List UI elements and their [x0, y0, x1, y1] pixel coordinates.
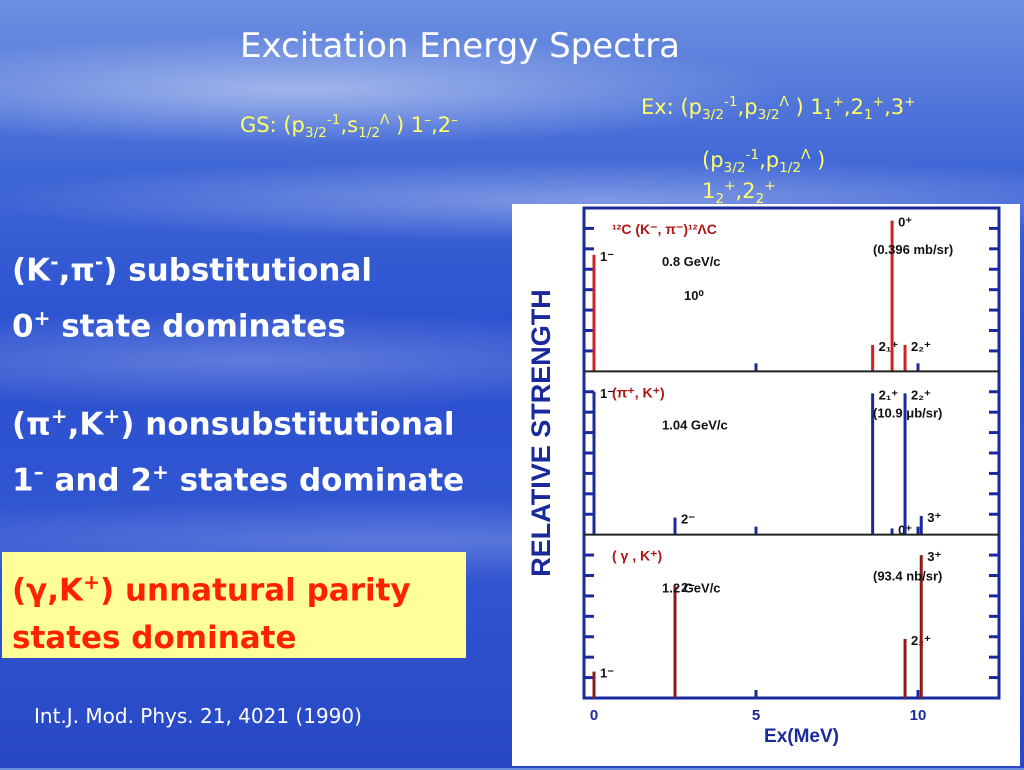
chart-frame [582, 206, 1001, 700]
state-label: 2₂⁺ [911, 339, 931, 354]
x-tick-label: 5 [752, 707, 760, 724]
kpi-substitutional-text: (K-,π-) substitutional 0+ state dominate… [12, 250, 373, 345]
beam-momentum-label: 1.2 GeV/c [662, 581, 721, 596]
chart-svg: 1⁻ 2₁⁺ 0⁺ 2₂⁺ ¹²C (K⁻, π⁻)¹²ΛC 0.8 GeV/c (0.39… [526, 206, 1001, 747]
state-label: 1⁻ [600, 666, 614, 681]
x-tick-label: 0 [590, 707, 598, 724]
state-label: 2₁⁺ [879, 387, 899, 402]
ex-configuration-line1: Ex: (p3/2-1,p3/2Λ ) 11+,21+,3+ [641, 94, 916, 124]
state-label: 3⁺ [927, 510, 941, 525]
x-tick-label: 10 [910, 707, 927, 724]
state-label: 0⁺ [898, 215, 912, 230]
panel-extra-label: 10⁰ [684, 288, 704, 303]
cross-section-scale-label: (0.396 mb/sr) [873, 242, 953, 257]
x-axis-label: Ex(MeV) [764, 726, 839, 747]
gamma-k-unnatural-parity-box: (γ,K+) unnatural parity states dominate [2, 552, 466, 658]
reaction-label: ( γ , K⁺) [612, 548, 662, 564]
state-label: 2⁻ [681, 580, 695, 595]
reaction-label: (π⁺, K⁺) [612, 384, 665, 400]
reference-citation: Int.J. Mod. Phys. 21, 4021 (1990) [34, 704, 362, 728]
ex-configuration-line2: (p3/2-1,p1/2Λ ) [702, 147, 826, 177]
gs-configuration: GS: (p3/2-1,s1/2Λ ) 1–,2– [240, 112, 458, 142]
pik-nonsubstitutional-text: (π+,K+) nonsubstitutional 1– and 2+ stat… [12, 404, 465, 499]
reaction-label: ¹²C (K⁻, π⁻)¹²ΛC [612, 221, 717, 237]
excitation-spectra-chart: 1⁻ 2₁⁺ 0⁺ 2₂⁺ ¹²C (K⁻, π⁻)¹²ΛC 0.8 GeV/c (0.39… [512, 204, 1020, 766]
cross-section-scale-label: (93.4 nb/sr) [873, 569, 942, 584]
beam-momentum-label: 1.04 GeV/c [662, 417, 728, 432]
ex-configuration-line3: 12+,22+ [702, 178, 776, 208]
state-label: 1⁻ [600, 386, 614, 401]
state-label: 2₂⁺ [911, 387, 931, 402]
state-label: 3⁺ [927, 549, 941, 564]
y-axis-label: RELATIVE STRENGTH [526, 289, 556, 577]
beam-momentum-label: 0.8 GeV/c [662, 254, 721, 269]
state-label: 2₁⁺ [879, 339, 899, 354]
cross-section-scale-label: (10.9 μb/sr) [873, 405, 942, 420]
state-label: 2⁻ [681, 512, 695, 527]
state-label: 1⁻ [600, 249, 614, 264]
slide-title: Excitation Energy Spectra [240, 26, 681, 66]
